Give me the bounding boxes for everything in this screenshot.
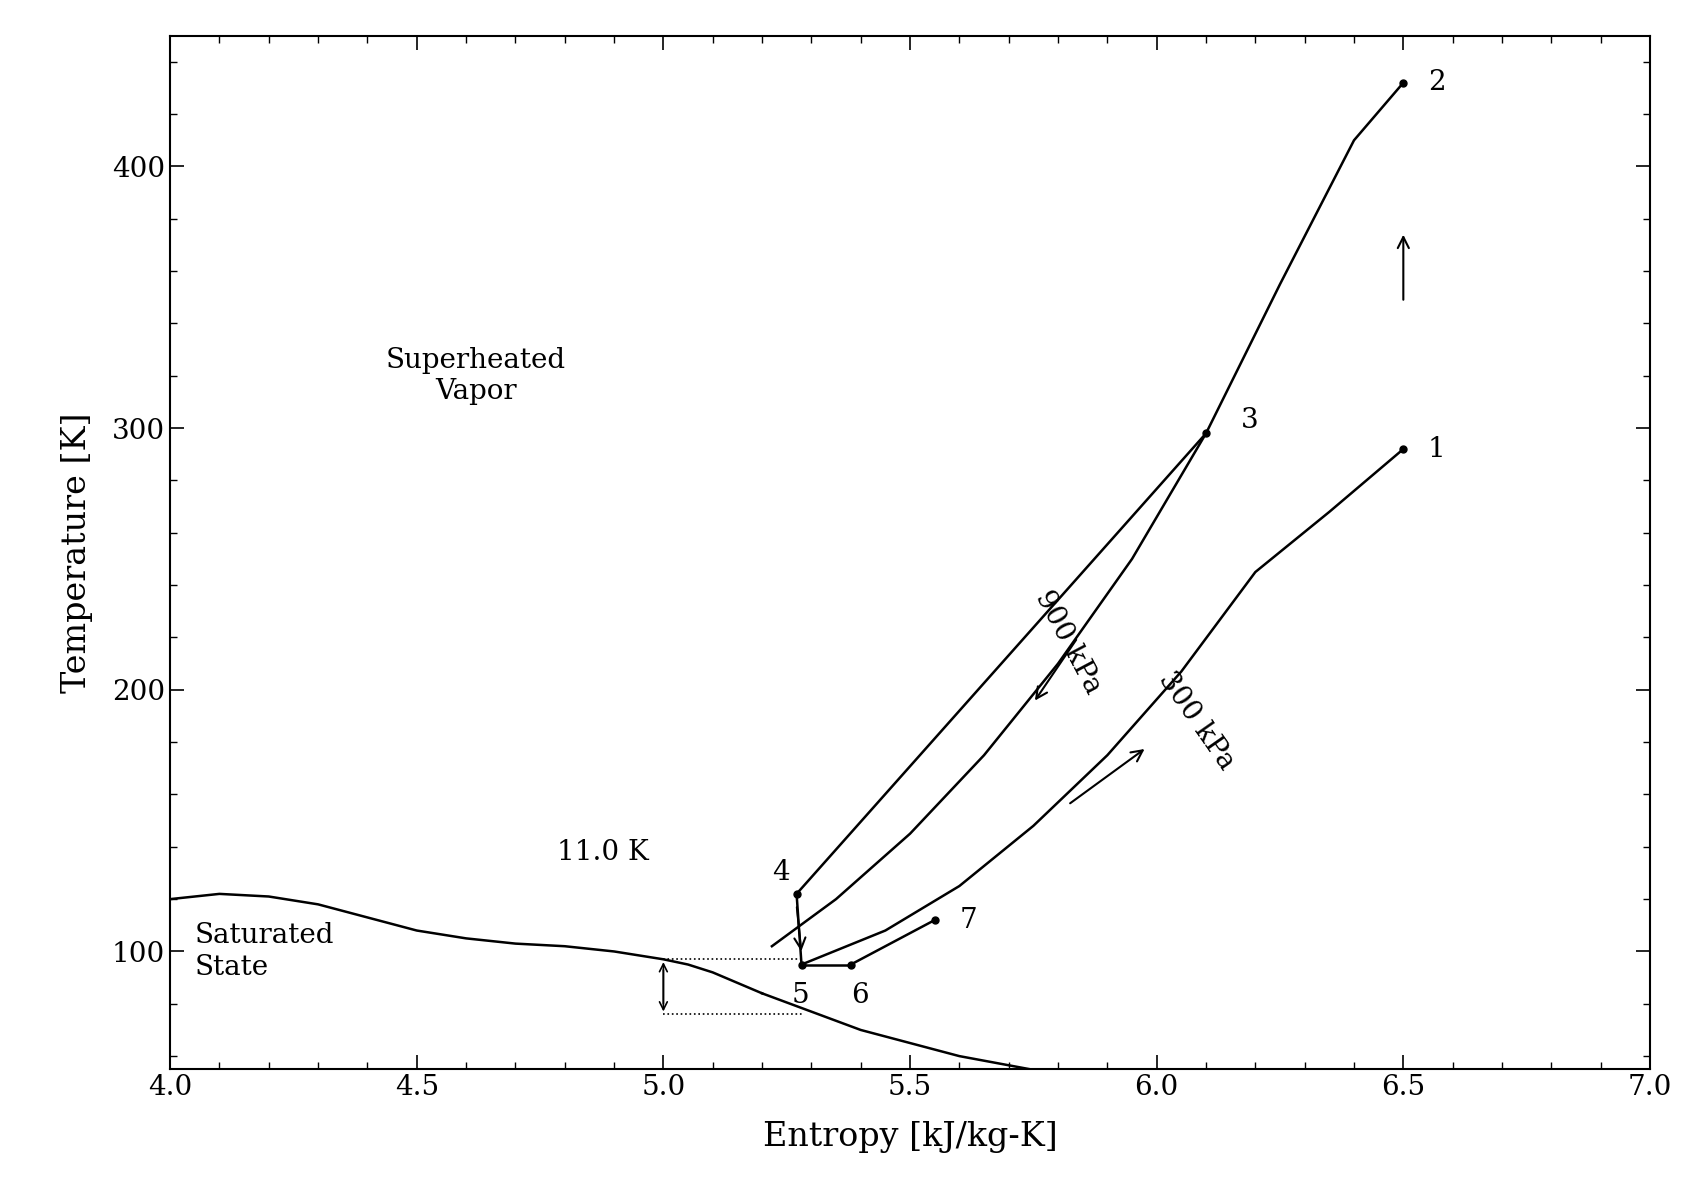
Text: 2: 2 bbox=[1427, 69, 1446, 96]
Text: 5: 5 bbox=[791, 982, 810, 1010]
Text: 300 kPa: 300 kPa bbox=[1153, 668, 1240, 775]
Text: Superheated
Vapor: Superheated Vapor bbox=[386, 347, 566, 405]
Text: 4: 4 bbox=[772, 859, 789, 886]
Text: 3: 3 bbox=[1240, 406, 1259, 434]
Text: 900 kPa: 900 kPa bbox=[1029, 587, 1106, 699]
Text: 7: 7 bbox=[959, 906, 976, 934]
Text: Saturated
State: Saturated State bbox=[194, 922, 335, 980]
Y-axis label: Temperature [K]: Temperature [K] bbox=[61, 412, 92, 693]
X-axis label: Entropy [kJ/kg-K]: Entropy [kJ/kg-K] bbox=[762, 1120, 1058, 1152]
Text: 1: 1 bbox=[1427, 436, 1446, 462]
Text: 11.0 K: 11.0 K bbox=[556, 839, 648, 866]
Text: 6: 6 bbox=[850, 982, 869, 1010]
